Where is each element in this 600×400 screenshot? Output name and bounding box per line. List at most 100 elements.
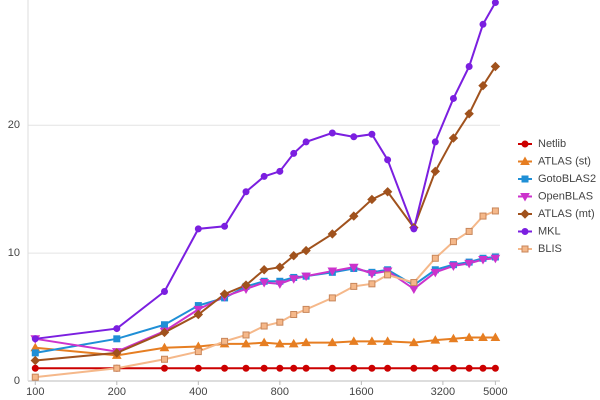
marker xyxy=(521,245,529,253)
series-line xyxy=(35,65,497,362)
marker xyxy=(478,332,488,342)
marker xyxy=(409,285,419,294)
marker xyxy=(30,355,40,366)
marker xyxy=(274,338,285,348)
marker xyxy=(479,20,487,28)
marker xyxy=(159,327,170,338)
marker xyxy=(113,325,121,333)
marker xyxy=(449,364,457,372)
marker xyxy=(328,129,336,137)
marker xyxy=(219,289,230,299)
marker xyxy=(520,193,530,202)
marker xyxy=(241,280,251,290)
marker xyxy=(464,332,475,342)
x-tick-label: 800 xyxy=(271,386,289,398)
marker xyxy=(288,338,299,348)
x-tick-label: 200 xyxy=(108,386,126,398)
legend-label: ATLAS (mt) xyxy=(538,208,595,220)
y-tick-label: 0 xyxy=(14,375,20,387)
marker xyxy=(521,228,529,235)
marker xyxy=(478,80,488,91)
marker xyxy=(302,364,310,372)
marker xyxy=(410,279,418,287)
marker xyxy=(242,188,250,196)
marker xyxy=(449,238,457,246)
marker xyxy=(242,364,250,372)
marker xyxy=(327,337,338,347)
marker xyxy=(521,140,529,148)
x-tick-label: 5000 xyxy=(483,386,507,398)
marker xyxy=(274,280,285,289)
marker xyxy=(491,364,499,372)
legend-label: OpenBLAS xyxy=(538,190,593,202)
marker xyxy=(367,336,377,345)
x-tick-label: 1600 xyxy=(349,386,373,398)
marker xyxy=(260,172,268,180)
marker xyxy=(448,262,459,271)
marker xyxy=(160,364,168,372)
marker xyxy=(350,282,358,290)
marker xyxy=(430,166,441,177)
marker xyxy=(490,61,501,72)
marker xyxy=(431,364,439,372)
marker xyxy=(275,262,285,272)
y-tick-label: 10 xyxy=(8,247,20,259)
marker xyxy=(520,156,530,165)
marker xyxy=(448,333,459,343)
series-line xyxy=(35,336,496,357)
legend-label: MKL xyxy=(538,225,561,237)
marker xyxy=(31,364,39,372)
marker xyxy=(368,130,376,138)
marker xyxy=(382,336,393,345)
marker xyxy=(242,331,250,339)
x-tick-label: 100 xyxy=(26,386,44,398)
marker xyxy=(521,175,529,183)
marker xyxy=(221,364,229,372)
marker xyxy=(368,364,376,372)
marker xyxy=(430,335,441,344)
marker xyxy=(193,309,204,320)
marker xyxy=(288,275,299,284)
marker xyxy=(348,263,359,273)
marker xyxy=(491,0,499,7)
marker xyxy=(194,225,202,233)
marker xyxy=(194,364,202,372)
marker xyxy=(350,133,358,141)
marker xyxy=(112,348,122,358)
marker xyxy=(490,254,501,264)
marker xyxy=(302,138,310,146)
marker xyxy=(31,335,39,343)
marker xyxy=(31,349,39,357)
marker xyxy=(302,305,310,313)
marker xyxy=(276,318,284,326)
marker xyxy=(367,270,377,279)
marker xyxy=(465,62,473,70)
marker xyxy=(113,364,121,372)
marker xyxy=(384,364,392,372)
marker xyxy=(491,207,499,215)
marker xyxy=(276,167,284,175)
marker xyxy=(479,364,487,372)
legend-label: GotoBLAS2 xyxy=(538,173,596,185)
marker xyxy=(259,337,270,347)
y-tick-label: 20 xyxy=(8,119,20,131)
marker xyxy=(409,337,419,347)
legend-label: ATLAS (st) xyxy=(538,155,591,167)
marker xyxy=(410,364,418,372)
marker xyxy=(350,364,358,372)
marker xyxy=(288,250,299,261)
marker xyxy=(259,265,269,275)
marker xyxy=(431,254,439,262)
marker xyxy=(276,364,284,372)
legend: Netlib ATLAS (st) GotoBLAS2 OpenBLAS ATLAS (… xyxy=(518,138,596,255)
marker xyxy=(448,133,459,143)
marker xyxy=(241,338,251,348)
marker xyxy=(290,364,298,372)
marker xyxy=(478,256,488,265)
marker xyxy=(327,267,338,277)
marker xyxy=(301,245,311,256)
marker xyxy=(328,294,336,302)
marker xyxy=(430,268,441,278)
x-tick-label: 3200 xyxy=(431,386,455,398)
